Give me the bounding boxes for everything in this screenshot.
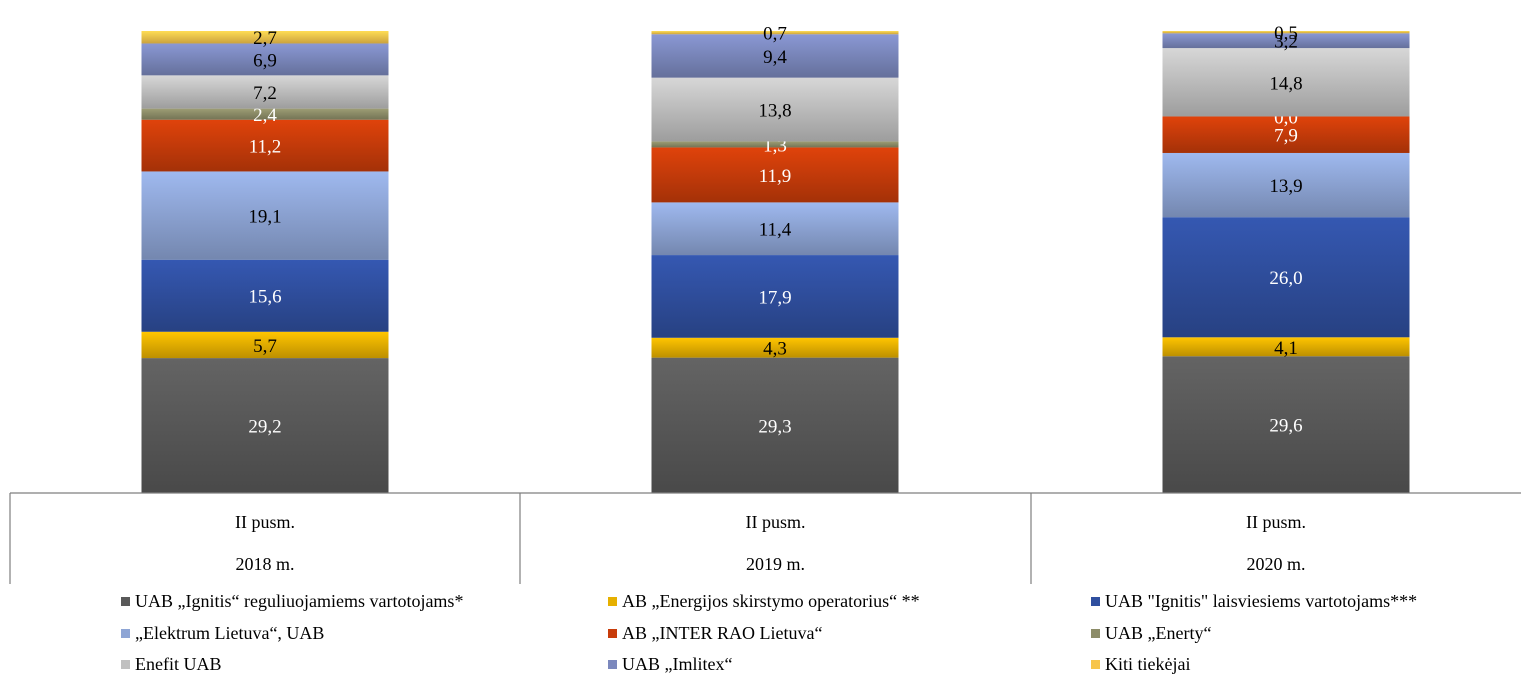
legend-item: „Elektrum Lietuva“, UAB — [121, 620, 324, 646]
chart-legend: UAB „Ignitis“ reguliuojamiems vartotojam… — [0, 588, 1521, 683]
data-label: 13,9 — [1269, 176, 1302, 197]
bar-segment — [651, 337, 899, 358]
legend-item: AB „INTER RAO Lietuva“ — [608, 620, 822, 646]
bar-segment — [141, 31, 389, 44]
category-label-period: II pusm. — [746, 512, 806, 532]
bar-segment — [141, 358, 389, 493]
data-label: 29,6 — [1269, 416, 1302, 437]
legend-item: Kiti tiekėjai — [1091, 651, 1190, 677]
legend-swatch — [121, 659, 130, 669]
legend-item: UAB "Ignitis" laisviesiems vartotojams**… — [1091, 588, 1417, 614]
bar-segment — [141, 331, 389, 359]
legend-label: UAB "Ignitis" laisviesiems vartotojams**… — [1105, 590, 1418, 611]
legend-label: „Elektrum Lietuva“, UAB — [135, 622, 325, 643]
bar-segment — [651, 77, 899, 142]
bar-segment — [1162, 217, 1410, 338]
bar-segment — [1162, 116, 1410, 153]
data-label: 26,0 — [1269, 268, 1302, 289]
data-label: 4,1 — [1274, 338, 1298, 359]
bar-segment — [651, 141, 899, 148]
data-label: 14,8 — [1269, 73, 1302, 94]
legend-label: UAB „Enerty“ — [1105, 622, 1212, 643]
category-label-year: 2020 m. — [1246, 554, 1305, 574]
legend-label: AB „Energijos skirstymo operatorius“ ** — [622, 590, 920, 611]
bar-segment — [651, 357, 899, 493]
bar-segment — [1162, 356, 1410, 493]
legend-swatch — [121, 596, 130, 606]
category-label-year: 2019 m. — [746, 554, 805, 574]
bar-segment — [651, 202, 899, 256]
data-label: 11,2 — [249, 137, 282, 158]
data-label: 19,1 — [248, 207, 281, 228]
legend-swatch — [1091, 596, 1100, 606]
data-label: 2,7 — [253, 28, 277, 49]
data-label: 15,6 — [248, 287, 281, 308]
data-label: 0,5 — [1274, 23, 1298, 44]
legend-swatch — [121, 628, 130, 638]
legend-label: UAB „Ignitis“ reguliuojamiems vartotojam… — [135, 590, 464, 611]
legend-swatch — [608, 659, 617, 669]
data-label: 5,7 — [253, 336, 277, 357]
legend-swatch — [608, 596, 617, 606]
data-label: 2,4 — [253, 105, 277, 126]
data-label: 6,9 — [253, 50, 277, 71]
data-label: 11,9 — [759, 166, 792, 187]
category-label-period: II pusm. — [235, 512, 295, 532]
bar-segment — [1162, 152, 1410, 218]
legend-label: Kiti tiekėjai — [1105, 653, 1191, 674]
data-label: 11,4 — [759, 220, 792, 241]
legend-label: Enefit UAB — [135, 653, 222, 674]
legend-swatch — [608, 628, 617, 638]
bar-segment — [1162, 337, 1410, 357]
legend-label: AB „INTER RAO Lietuva“ — [622, 622, 823, 643]
bar-segment — [1162, 48, 1410, 117]
data-label: 29,3 — [758, 416, 791, 437]
legend-swatch — [1091, 628, 1100, 638]
category-label-year: 2018 m. — [235, 554, 294, 574]
data-label: 7,2 — [253, 83, 277, 104]
data-label: 7,9 — [1274, 126, 1298, 147]
bar-segment — [1162, 33, 1410, 49]
bar-segment — [141, 43, 389, 76]
bar-segment — [141, 108, 389, 120]
bar-segment — [141, 171, 389, 260]
bar-segment — [651, 31, 899, 35]
data-label: 29,2 — [248, 417, 281, 438]
legend-item: Enefit UAB — [121, 651, 221, 677]
data-label: 4,3 — [763, 339, 787, 360]
data-label: 3,2 — [1274, 32, 1298, 53]
data-label: 0,7 — [763, 24, 787, 45]
legend-item: UAB „Enerty“ — [1091, 620, 1211, 646]
bar-segment — [651, 255, 899, 338]
legend-item: AB „Energijos skirstymo operatorius“ ** — [608, 588, 920, 614]
bar-segment — [141, 119, 389, 172]
legend-label: UAB „Imlitex“ — [622, 653, 733, 674]
bar-segment — [651, 34, 899, 78]
stacked-bar-chart: 29,2 5,7 15,6 19,1 11,2 2,47,2 6,92,7 29,3 4,3 17… — [9, 23, 1521, 584]
data-label: 9,4 — [763, 47, 787, 68]
legend-item: UAB „Ignitis“ reguliuojamiems vartotojam… — [121, 588, 463, 614]
legend-swatch — [1091, 659, 1100, 669]
bar-segment — [141, 75, 389, 109]
bar-segment — [651, 147, 899, 203]
data-label: 17,9 — [758, 287, 791, 308]
bar-segment — [1162, 31, 1410, 34]
data-label: 13,8 — [758, 101, 791, 122]
bar-segment — [141, 259, 389, 332]
category-label-period: II pusm. — [1246, 512, 1306, 532]
legend-item: UAB „Imlitex“ — [608, 651, 732, 677]
